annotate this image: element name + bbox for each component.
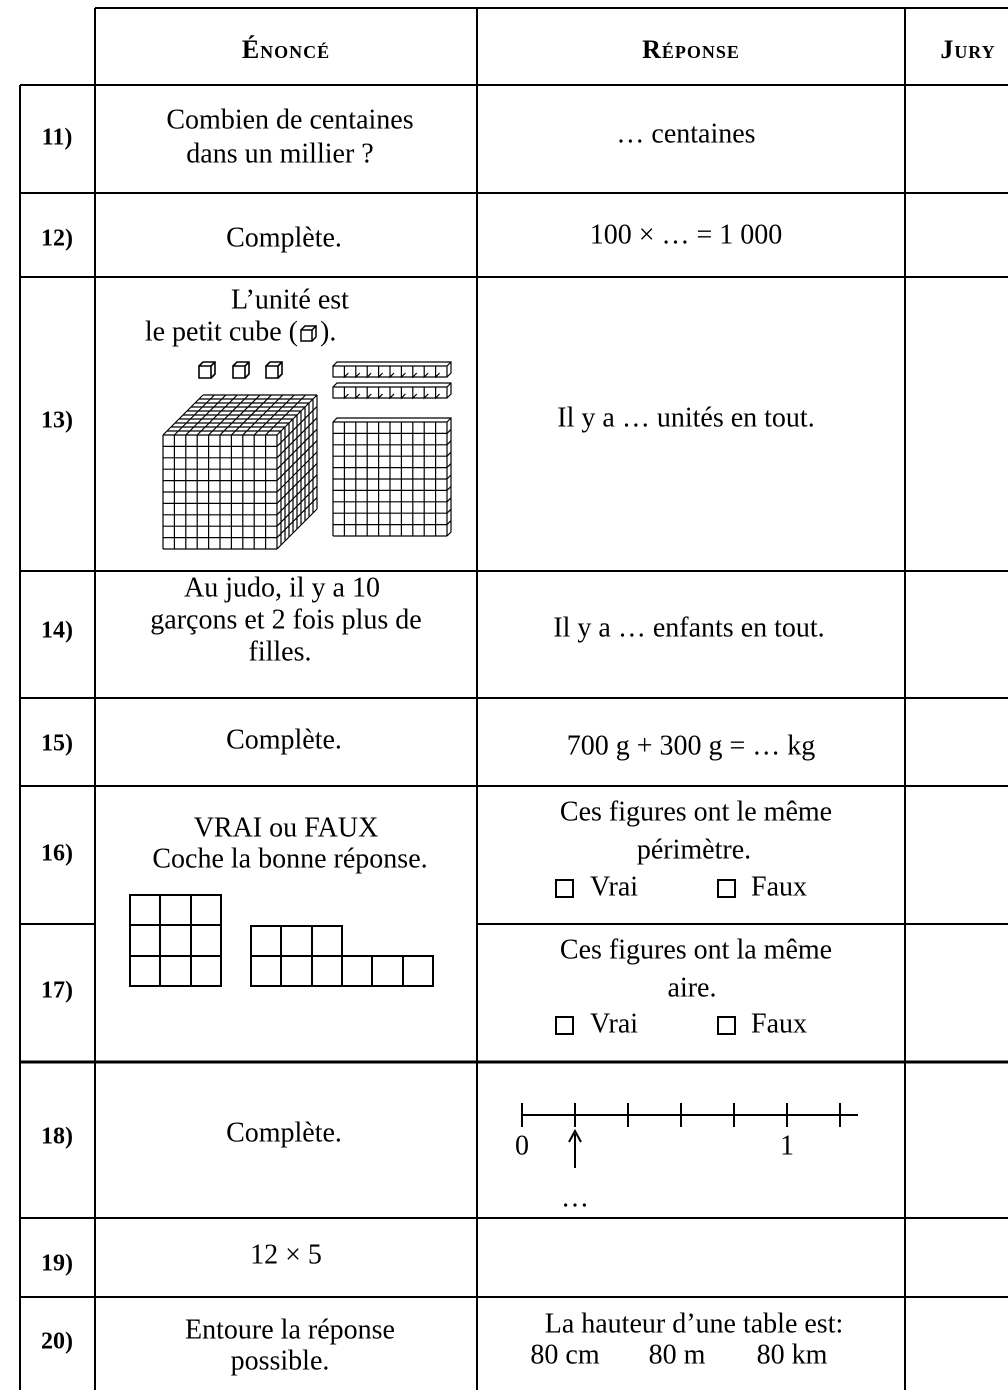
table-borders (19, 7, 1008, 1390)
option: Vrai (590, 1008, 638, 1039)
answer: Il y a … unités en tout. (557, 402, 814, 433)
ten-rod (332, 361, 452, 379)
hundred-flat (332, 417, 452, 537)
question: possible. (231, 1345, 330, 1376)
row-number: 19) (41, 1251, 73, 1277)
column-header: Énoncé (242, 35, 330, 64)
answer: aire. (668, 972, 717, 1003)
row-number: 16) (41, 841, 73, 867)
answer: périmètre. (637, 834, 751, 865)
row-number: 20) (41, 1329, 73, 1355)
ten-rod (332, 382, 452, 400)
question: Entoure la réponse (185, 1314, 395, 1345)
question: Complète. (226, 724, 342, 755)
option: Vrai (590, 871, 638, 902)
option: Faux (751, 1008, 807, 1039)
option: Faux (751, 871, 807, 902)
question: dans un millier ? (186, 138, 373, 169)
thousand-cube (162, 394, 318, 550)
question: garçons et 2 fois plus de (150, 604, 421, 635)
number-line (521, 1103, 858, 1168)
row-number: 13) (41, 408, 73, 434)
question: le petit cube ( (145, 316, 298, 347)
question: Coche la bonne réponse. (152, 843, 427, 874)
option: 80 m (649, 1339, 706, 1370)
checkbox (717, 879, 736, 898)
row-number: 14) (41, 618, 73, 644)
answer: 700 g + 300 g = … kg (567, 730, 816, 761)
answer: Ces figures ont la même (560, 934, 832, 965)
grid-figures (129, 894, 434, 987)
row-number: 15) (41, 731, 73, 757)
question: Complète. (226, 222, 342, 253)
question: L’unité est (231, 284, 349, 315)
option: 80 km (757, 1339, 828, 1370)
question: 12 × 5 (250, 1239, 322, 1270)
base-ten-blocks (162, 361, 452, 550)
answer: La hauteur d’une table est: (545, 1308, 844, 1339)
question: VRAI ou FAUX (194, 812, 379, 843)
number-line-blank: … (561, 1182, 589, 1213)
question: ). (320, 316, 336, 347)
row-number: 18) (41, 1124, 73, 1150)
question: Complète. (226, 1117, 342, 1148)
number-line-label: 1 (780, 1130, 794, 1161)
question: filles. (249, 636, 312, 667)
row-number: 12) (41, 226, 73, 252)
answer: 100 × … = 1 000 (590, 219, 783, 250)
question: Combien de centaines (166, 104, 413, 135)
column-header: Réponse (642, 35, 740, 64)
unit-cube (198, 361, 216, 379)
column-header: Jury (940, 35, 995, 64)
unit-cube-icon (300, 325, 317, 342)
row-number: 11) (42, 125, 73, 151)
answer: Il y a … enfants en tout. (553, 612, 824, 643)
unit-cube (265, 361, 283, 379)
answer: … centaines (616, 118, 755, 149)
answer: Ces figures ont le même (560, 796, 832, 827)
checkbox (555, 1016, 574, 1035)
question: Au judo, il y a 10 (184, 572, 380, 603)
checkbox (717, 1016, 736, 1035)
unit-cube (232, 361, 250, 379)
row-number: 17) (41, 978, 73, 1004)
option: 80 cm (530, 1339, 599, 1370)
checkbox (555, 879, 574, 898)
number-line-label: 0 (515, 1130, 529, 1161)
